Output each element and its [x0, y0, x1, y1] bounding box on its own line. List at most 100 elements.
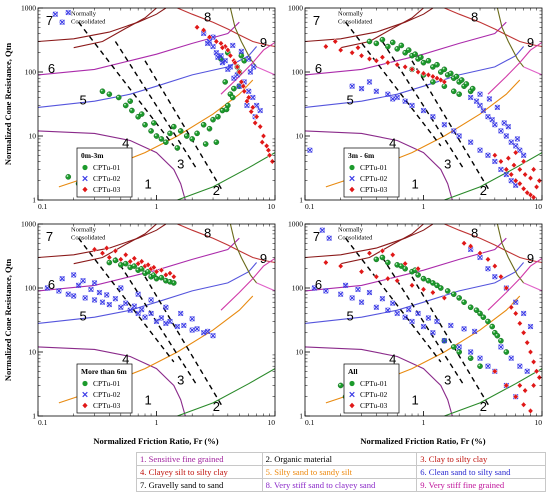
data-point-cptu02	[246, 88, 252, 94]
data-point-cptu02	[517, 363, 523, 369]
data-point-cptu02	[485, 152, 491, 158]
data-point-highlight	[113, 258, 116, 261]
data-point-cptu03	[527, 348, 534, 356]
data-point-highlight	[149, 275, 152, 277]
data-point-cptu02	[366, 79, 373, 85]
data-point-highlight	[457, 80, 460, 83]
data-point-ring	[524, 368, 530, 374]
legend-marker-cptu02	[349, 175, 355, 182]
data-point-ring	[477, 355, 483, 361]
data-point-cptu03	[122, 251, 129, 258]
data-point-ring	[420, 323, 427, 330]
data-point-cptu02	[467, 349, 474, 355]
zone-number-4: 4	[122, 351, 129, 366]
data-point-cptu02	[222, 58, 228, 64]
nc-label: Normally	[71, 10, 97, 17]
data-point-ring	[480, 107, 487, 114]
data-point-cptu02	[402, 98, 408, 104]
data-point-cptu02	[373, 304, 380, 310]
nc-label: Normally	[71, 226, 97, 233]
data-point-highlight	[426, 279, 429, 281]
data-point-ring	[82, 295, 88, 301]
data-point-ring	[167, 318, 173, 325]
data-point-cptu01	[430, 79, 436, 85]
zone-number-9: 9	[527, 35, 534, 50]
soil-type-legend: 1. Sensitive fine grained 2. Organic mat…	[136, 452, 546, 492]
data-point-cptu03	[527, 407, 534, 415]
data-point-cptu03	[508, 171, 515, 178]
data-point-cptu03	[516, 166, 523, 173]
data-point-cptu02	[373, 88, 380, 94]
data-point-ring	[338, 291, 344, 297]
data-point-cptu03	[117, 256, 124, 263]
data-point-ring	[358, 85, 365, 92]
data-point-cptu02	[358, 299, 365, 305]
data-point-highlight	[391, 40, 393, 43]
data-point-cptu01	[148, 128, 154, 134]
data-point-highlight	[416, 57, 419, 60]
data-point-ring	[434, 318, 440, 325]
data-point-ring	[513, 299, 519, 305]
data-point-cptu02	[127, 307, 133, 313]
data-point-highlight	[413, 52, 416, 55]
data-point-cptu02	[477, 147, 483, 153]
data-point-cptu03	[337, 262, 344, 270]
x-tick-label: 0.1	[305, 202, 315, 211]
data-point-highlight	[149, 129, 152, 132]
data-point-cptu03	[491, 262, 498, 270]
data-point-cptu03	[260, 132, 267, 140]
data-point-highlight	[452, 345, 454, 348]
data-point-cptu03	[402, 260, 409, 267]
data-point-cptu03	[112, 247, 119, 255]
data-point-cptu01	[189, 136, 195, 142]
legend-item-5: 5. Silty sand to sandy silt	[261, 465, 418, 479]
data-point-cptu01	[118, 262, 124, 268]
data-point-cptu02	[218, 52, 224, 59]
data-point-cptu02	[210, 43, 216, 50]
legend-marker-cptu03	[82, 186, 88, 193]
data-point-cptu03	[522, 171, 529, 178]
data-point-cptu02	[508, 355, 514, 361]
legend-label: CPTu-02	[93, 390, 120, 399]
data-point-ring	[373, 304, 379, 310]
x-tick-label: 10	[268, 418, 276, 427]
data-point-highlight	[100, 89, 103, 92]
data-point-ring	[257, 107, 263, 114]
data-point-cptu02	[517, 147, 523, 153]
data-point-highlight	[168, 280, 171, 282]
data-point-cptu02	[406, 306, 412, 313]
data-point-ring	[355, 286, 361, 293]
data-point-ring	[520, 310, 527, 317]
y-tick-label: 1	[32, 412, 36, 421]
data-point-ring	[485, 363, 491, 369]
data-point-cptu01	[461, 299, 467, 305]
data-point-cptu02	[106, 301, 113, 308]
data-point-cptu02	[467, 94, 474, 101]
data-point-cptu02	[501, 120, 507, 126]
data-point-cptu02	[112, 296, 119, 302]
data-point-cptu03	[533, 368, 540, 375]
plot-area	[38, 8, 275, 200]
data-point-cptu02	[59, 275, 65, 282]
data-point-highlight	[399, 43, 402, 46]
data-point-highlight	[231, 95, 233, 98]
data-point-ring	[225, 66, 231, 73]
data-point-cptu02	[394, 94, 400, 101]
legend-label: CPTu-03	[360, 185, 387, 194]
data-point-cptu01	[420, 275, 427, 282]
data-point-cptu02	[210, 332, 216, 339]
data-point-cptu02	[385, 307, 391, 313]
zone-number-7: 7	[46, 13, 53, 28]
data-point-cptu03	[530, 194, 537, 200]
data-point-cptu02	[65, 9, 71, 16]
nc-dashed-line	[345, 237, 442, 363]
data-point-cptu02	[420, 323, 427, 330]
data-point-cptu03	[379, 247, 386, 255]
data-point-cptu01	[127, 98, 134, 104]
zone-number-7: 7	[313, 229, 320, 244]
data-point-ring	[91, 297, 98, 303]
data-point-cptu01	[158, 274, 165, 281]
data-point-ring	[349, 83, 355, 89]
data-point-cptu02	[257, 107, 263, 114]
data-point-cptu01	[167, 278, 173, 285]
